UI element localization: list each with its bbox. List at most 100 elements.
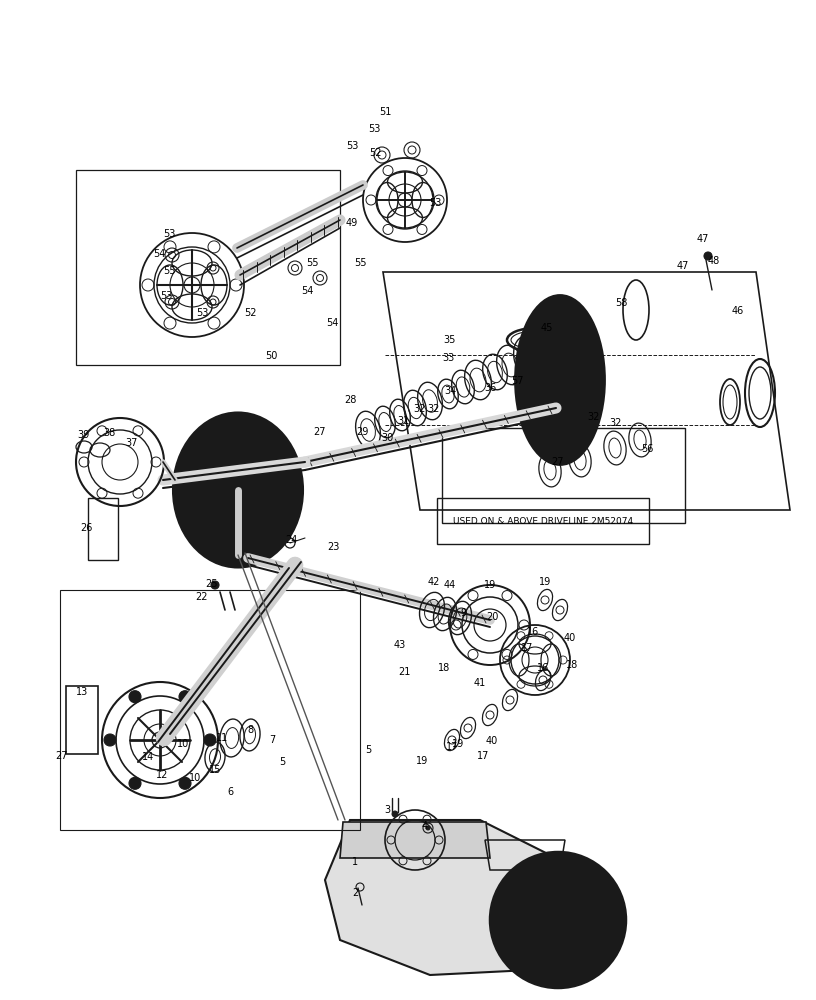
Text: 9: 9 <box>460 608 466 618</box>
Text: 27: 27 <box>552 457 564 467</box>
Circle shape <box>233 417 243 427</box>
Text: 8: 8 <box>247 725 253 735</box>
Text: 40: 40 <box>486 736 498 746</box>
Bar <box>66 686 98 754</box>
Circle shape <box>552 856 564 868</box>
Text: 54: 54 <box>326 318 338 328</box>
Circle shape <box>175 485 185 495</box>
Circle shape <box>593 955 605 967</box>
Text: 55: 55 <box>354 258 366 268</box>
Text: 44: 44 <box>444 580 456 590</box>
Text: 48: 48 <box>707 256 721 266</box>
Circle shape <box>274 437 284 447</box>
Text: 54: 54 <box>153 249 165 259</box>
Text: 10: 10 <box>177 739 189 749</box>
Text: 6: 6 <box>227 787 233 797</box>
Circle shape <box>291 485 301 495</box>
Polygon shape <box>340 822 490 858</box>
Circle shape <box>179 691 191 703</box>
Text: 19: 19 <box>539 577 551 587</box>
Text: 17: 17 <box>477 751 489 761</box>
Circle shape <box>610 914 622 926</box>
Text: 36: 36 <box>484 383 496 393</box>
Text: 53: 53 <box>346 141 358 151</box>
Text: 34: 34 <box>444 386 456 396</box>
Circle shape <box>274 533 284 543</box>
Text: 57: 57 <box>511 376 523 386</box>
Circle shape <box>511 955 523 967</box>
Text: 10: 10 <box>188 773 201 783</box>
Circle shape <box>211 581 219 589</box>
Text: 26: 26 <box>80 523 92 533</box>
Text: 46: 46 <box>732 306 744 316</box>
Text: 53: 53 <box>160 291 172 301</box>
Text: 39: 39 <box>77 430 89 440</box>
Circle shape <box>233 553 243 563</box>
Text: 17: 17 <box>446 742 459 752</box>
Text: 15: 15 <box>209 765 221 775</box>
Text: 27: 27 <box>55 751 69 761</box>
Text: 53: 53 <box>196 308 208 318</box>
Text: 27: 27 <box>313 427 326 437</box>
Text: 32: 32 <box>428 404 440 414</box>
Ellipse shape <box>515 295 605 465</box>
Text: 53: 53 <box>163 229 175 239</box>
Text: 22: 22 <box>196 592 208 602</box>
Text: 7: 7 <box>269 735 275 745</box>
Text: 14: 14 <box>142 752 154 762</box>
Text: 12: 12 <box>156 770 168 780</box>
Text: 47: 47 <box>676 261 690 271</box>
Text: 17: 17 <box>521 643 533 653</box>
Text: 55: 55 <box>162 266 175 276</box>
Circle shape <box>426 826 430 830</box>
Text: 30: 30 <box>381 433 393 443</box>
Circle shape <box>552 972 564 984</box>
Text: 5: 5 <box>365 745 371 755</box>
Text: 45: 45 <box>541 323 553 333</box>
Text: 32: 32 <box>609 418 621 428</box>
Text: 43: 43 <box>394 640 406 650</box>
Text: 40: 40 <box>564 633 576 643</box>
Circle shape <box>490 852 626 988</box>
Text: 18: 18 <box>438 663 450 673</box>
Text: 20: 20 <box>486 612 499 622</box>
Text: 21: 21 <box>398 667 410 677</box>
Text: 49: 49 <box>346 218 358 228</box>
Text: 19: 19 <box>452 739 464 749</box>
Text: 24: 24 <box>285 535 297 545</box>
Text: 11: 11 <box>216 733 228 743</box>
Text: 1: 1 <box>352 857 358 867</box>
Circle shape <box>593 873 605 885</box>
Text: 23: 23 <box>327 542 339 552</box>
Bar <box>437 498 649 544</box>
Text: 55: 55 <box>306 258 318 268</box>
Text: 16: 16 <box>537 663 549 673</box>
Text: 28: 28 <box>344 395 357 405</box>
Circle shape <box>179 777 191 789</box>
Polygon shape <box>325 820 560 975</box>
Circle shape <box>392 811 398 817</box>
Text: 53: 53 <box>368 124 380 134</box>
Circle shape <box>192 533 202 543</box>
Text: 38: 38 <box>103 428 115 438</box>
Circle shape <box>204 734 216 746</box>
Text: 32: 32 <box>588 412 601 422</box>
Text: 31: 31 <box>397 416 409 426</box>
Circle shape <box>704 252 712 260</box>
Text: 33: 33 <box>442 353 455 363</box>
Text: 25: 25 <box>206 579 218 589</box>
Text: 58: 58 <box>614 298 628 308</box>
Text: 4: 4 <box>422 821 428 831</box>
Text: USED ON & ABOVE DRIVELINE 2M52074: USED ON & ABOVE DRIVELINE 2M52074 <box>453 516 632 526</box>
Text: 53: 53 <box>429 198 441 208</box>
Text: 18: 18 <box>565 660 578 670</box>
Text: 37: 37 <box>125 438 137 448</box>
Ellipse shape <box>173 412 303 568</box>
Text: 51: 51 <box>379 107 391 117</box>
Text: 3: 3 <box>384 805 390 815</box>
Bar <box>442 428 685 523</box>
Text: 2: 2 <box>352 888 358 898</box>
Circle shape <box>192 437 202 447</box>
Bar <box>88 498 118 560</box>
Text: 32: 32 <box>413 404 425 414</box>
